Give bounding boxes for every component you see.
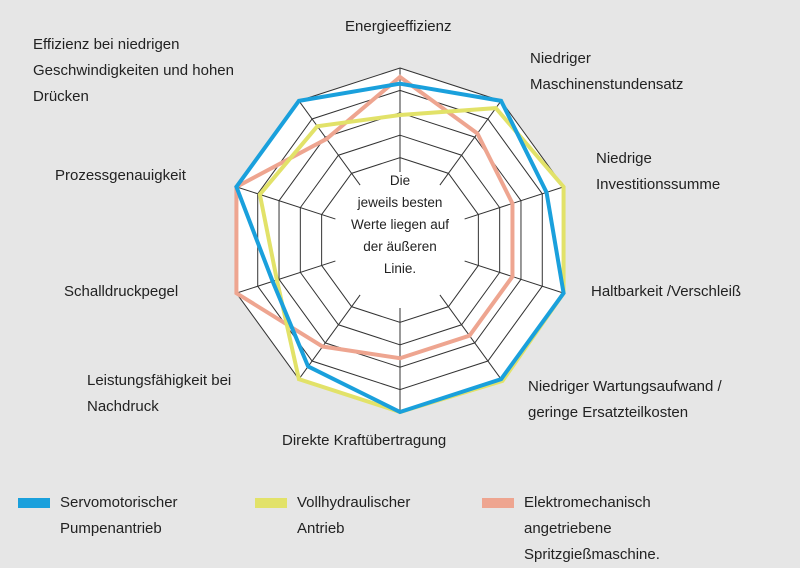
- radar-grid-ring: [278, 112, 522, 368]
- legend-label-vollhydraulisch: Vollhydraulischer Antrieb: [297, 494, 411, 537]
- series-line: [234, 74, 515, 361]
- axis-label-investitionssumme: Niedrige Investitionssumme: [596, 150, 721, 193]
- axis-label-prozessgenauigkeit: Prozessgenauigkeit: [55, 167, 186, 184]
- axis-label-leistungsfaehigkeit: Leistungsfähigkeit bei Nachdruck: [87, 372, 232, 415]
- legend-label-elektromechanisch: Elektromechanisch angetriebene Spritzgie…: [524, 494, 660, 563]
- radar-spoke: [298, 288, 366, 380]
- radar-spoke: [236, 186, 344, 222]
- legend-swatch-servo: [18, 498, 50, 508]
- radar-spoke: [456, 258, 564, 294]
- series-line: [234, 81, 566, 415]
- radar-spoke: [236, 258, 344, 294]
- axis-label-schalldruckpegel: Schalldruckpegel: [64, 283, 179, 300]
- radar-spoke: [298, 100, 366, 192]
- center-note: Die jeweils besten Werte liegen auf der …: [350, 173, 450, 276]
- axis-label-energieeffizienz: Energieeffizienz: [345, 18, 452, 35]
- axis-label-maschinenstundensatz: Niedriger Maschinenstundensatz: [530, 50, 684, 93]
- radar-spoke: [434, 288, 502, 380]
- radar-center-disk: [332, 172, 468, 308]
- legend-swatch-elektromechanisch: [482, 498, 514, 508]
- axis-label-effizienz-niedrige-geschwindigkeit: Effizienz bei niedrigen Geschwindigkeite…: [33, 36, 234, 105]
- radar-grid-ring: [299, 134, 501, 346]
- radar-grid-ring: [321, 157, 479, 323]
- axis-label-haltbarkeit: Haltbarkeit /Verschleiß: [591, 283, 742, 300]
- radar-grid-ring: [257, 89, 543, 391]
- axis-label-kraftuebertragung: Direkte Kraftübertragung: [282, 432, 447, 449]
- axis-label-wartungsaufwand: Niedriger Wartungsaufwand / geringe Ersa…: [528, 378, 722, 421]
- legend-label-servo: Servomotorischer Pumpenantrieb: [60, 494, 178, 537]
- radar-spoke: [434, 100, 502, 192]
- legend-swatch-vollhydraulisch: [255, 498, 287, 508]
